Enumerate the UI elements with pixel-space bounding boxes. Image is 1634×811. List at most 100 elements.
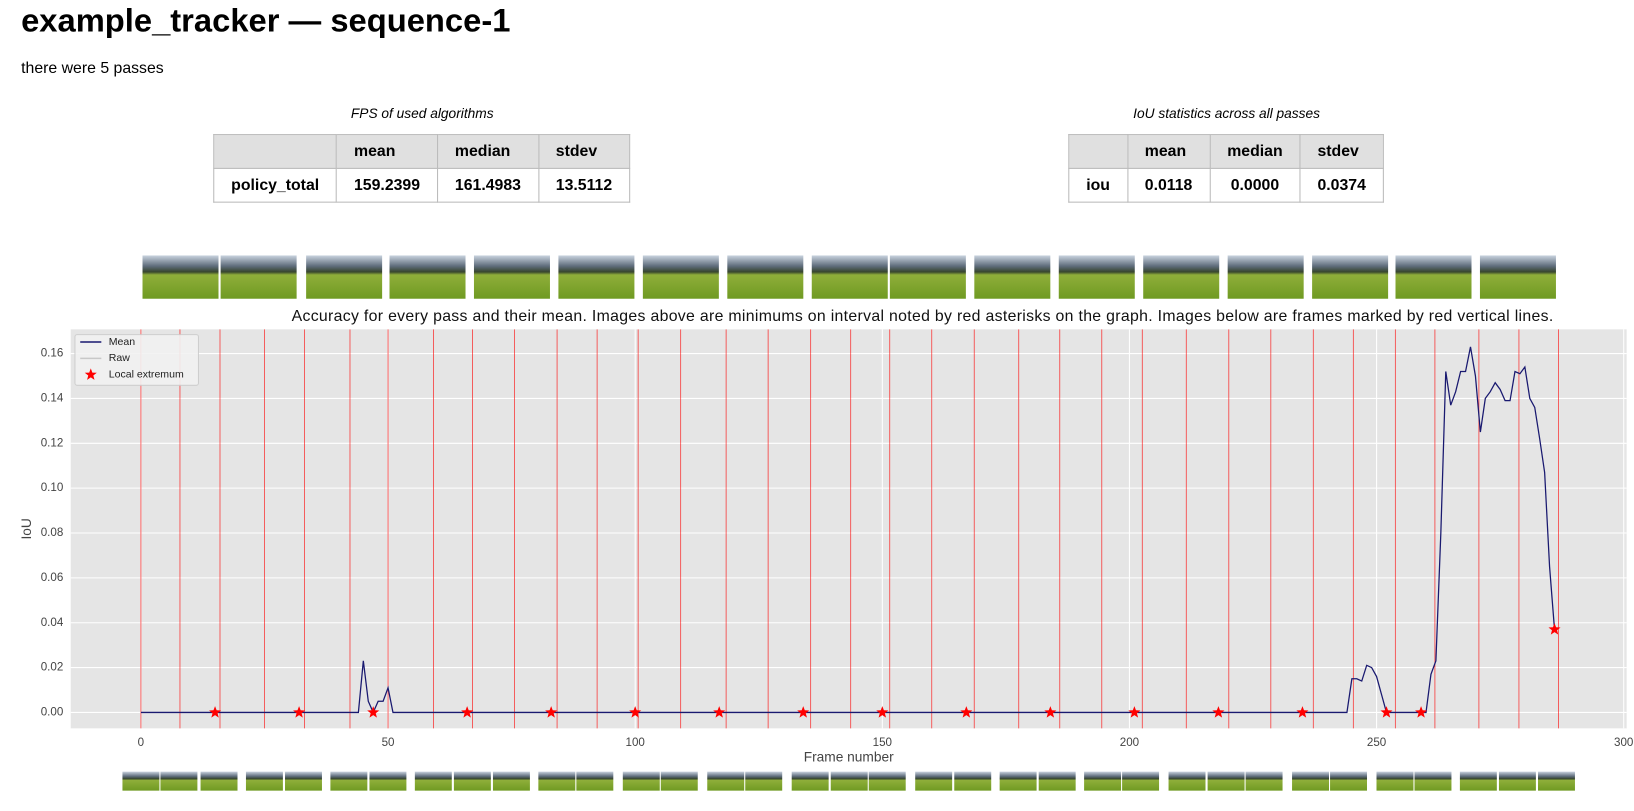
- thumbnail: [200, 771, 238, 791]
- thumbnail: [889, 255, 966, 299]
- thumbnail: [1414, 771, 1452, 791]
- column-header: mean: [1126, 134, 1211, 169]
- iou-table: mean median stdev iou 0.0118 0.0000 0.0374: [1068, 134, 1384, 203]
- thumbnail: [811, 255, 888, 299]
- table-cell: 0.0374: [1299, 167, 1384, 203]
- thumbnail: [453, 771, 491, 791]
- header-row: mean median stdev: [1068, 134, 1384, 169]
- y-axis-label: IoU: [19, 518, 34, 539]
- extremum-marker: [1415, 706, 1428, 718]
- thumbnail: [707, 771, 745, 791]
- thumbnail: [868, 771, 906, 791]
- x-axis-label: Frame number: [804, 750, 894, 765]
- x-tick-label: 150: [873, 736, 892, 749]
- thumbnail: [660, 771, 698, 791]
- extremum-marker: [367, 706, 380, 718]
- legend-label: Local extremum: [109, 369, 184, 381]
- table-cell: 161.4983: [436, 167, 539, 203]
- extremum-marker: [209, 706, 222, 718]
- thumbnail: [1122, 771, 1160, 791]
- extremum-marker: [797, 706, 810, 718]
- thumbnail: [369, 771, 407, 791]
- thumbnail: [492, 771, 530, 791]
- y-tick-label: 0.06: [41, 571, 64, 584]
- extremum-marker: [545, 706, 558, 718]
- thumbnail: [1227, 255, 1304, 299]
- thumbnail: [1058, 255, 1135, 299]
- legend-label: Raw: [109, 352, 130, 364]
- extremum-marker: [1044, 706, 1057, 718]
- chart-title: Accuracy for every pass and their mean. …: [292, 308, 1554, 325]
- y-tick-label: 0.08: [41, 526, 64, 539]
- column-header: stdev: [1299, 134, 1384, 169]
- thumbnail: [745, 771, 783, 791]
- x-tick-label: 50: [382, 736, 395, 749]
- legend-swatch: [84, 368, 97, 380]
- x-tick-label: 0: [138, 736, 144, 749]
- table-caption: IoU statistics across all passes: [1133, 105, 1321, 122]
- row-header: iou: [1068, 167, 1128, 203]
- thumbnail: [1330, 771, 1368, 791]
- column-header: stdev: [537, 134, 631, 169]
- y-tick-label: 0.16: [41, 347, 64, 360]
- thumbnail: [1479, 255, 1556, 299]
- thumbnail: [954, 771, 992, 791]
- thumbnail: [160, 771, 198, 791]
- page-title: example_tracker — sequence-1: [21, 2, 511, 40]
- x-tick-label: 200: [1120, 736, 1139, 749]
- thumbnail: [1038, 771, 1076, 791]
- y-tick-label: 0.02: [41, 661, 64, 674]
- extremum-marker: [713, 706, 726, 718]
- table-cell: 0.0000: [1209, 167, 1301, 203]
- thumbnail: [1207, 771, 1245, 791]
- thumbnail: [1459, 771, 1497, 791]
- table-caption: FPS of used algorithms: [350, 105, 494, 122]
- x-tick-label: 100: [625, 736, 644, 749]
- thumbnail: [974, 255, 1051, 299]
- y-tick-label: 0.00: [41, 706, 64, 719]
- thumbnail: [999, 771, 1037, 791]
- thumbnail: [915, 771, 953, 791]
- extremum-marker: [1380, 706, 1393, 718]
- extremum-marker: [1548, 623, 1561, 635]
- thumbnail: [245, 771, 283, 791]
- thumbnail: [1292, 771, 1330, 791]
- header-row: mean median stdev: [213, 134, 631, 169]
- x-tick-label: 300: [1614, 736, 1633, 749]
- thumbnail: [220, 255, 297, 299]
- thumbnail: [1084, 771, 1122, 791]
- legend-label: Mean: [109, 336, 136, 348]
- extremum-marker: [461, 706, 474, 718]
- extremum-marker: [1128, 706, 1141, 718]
- thumbnail: [1498, 771, 1536, 791]
- thumbnail: [830, 771, 868, 791]
- thumbnail: [1245, 771, 1283, 791]
- thumbnail: [558, 255, 635, 299]
- legend-box: [74, 334, 199, 386]
- row-header: policy_total: [213, 167, 338, 203]
- thumbnail: [727, 255, 804, 299]
- table-row: policy_total 159.2399 161.4983 13.5112: [213, 167, 631, 203]
- y-tick-label: 0.04: [41, 616, 64, 629]
- column-header: median: [1209, 134, 1301, 169]
- thumbnail: [576, 771, 614, 791]
- extremum-marker: [629, 706, 642, 718]
- thumbnail: [1143, 255, 1220, 299]
- thumbnail: [1538, 771, 1575, 791]
- y-tick-label: 0.12: [41, 436, 64, 449]
- plot-area: [70, 329, 1627, 729]
- thumbnail: [1168, 771, 1206, 791]
- table-row: iou 0.0118 0.0000 0.0374: [1068, 167, 1384, 203]
- thumbnail: [1395, 255, 1472, 299]
- mean-line: [140, 346, 1556, 715]
- thumbnail: [142, 255, 219, 299]
- thumbnail: [389, 255, 466, 299]
- thumbnail: [538, 771, 576, 791]
- extremum-marker: [960, 706, 973, 718]
- thumbnail: [306, 255, 383, 299]
- x-tick-label: 250: [1367, 736, 1386, 749]
- thumbnail: [330, 771, 368, 791]
- column-header: median: [436, 134, 539, 169]
